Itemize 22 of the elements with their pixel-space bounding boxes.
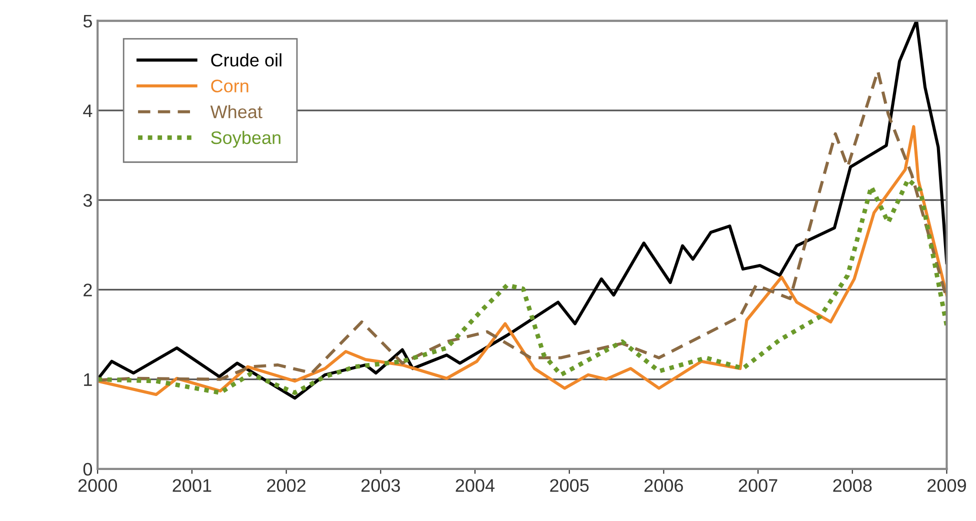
x-tick-label: 2006 [644, 479, 683, 492]
y-tick-label: 4 [83, 104, 92, 117]
line-series [98, 125, 947, 396]
x-tick-label: 2003 [361, 479, 400, 492]
x-tick-label: 2007 [738, 479, 778, 492]
line-series [98, 177, 947, 395]
x-tick-label: 2001 [172, 479, 212, 492]
legend-label: Wheat [210, 104, 262, 118]
x-tick-label: 2000 [78, 479, 117, 492]
x-tick-label: 2004 [456, 479, 495, 492]
y-tick-label: 1 [84, 373, 92, 386]
y-tick-label: 3 [83, 194, 92, 207]
legend-label: Corn [211, 80, 248, 92]
y-tick-label: 5 [83, 14, 92, 28]
legend-label: Soybean [211, 130, 280, 148]
y-tick-label: 2 [84, 284, 92, 296]
x-tick-label: 2009 [928, 479, 966, 492]
y-tick-label: 0 [83, 462, 92, 476]
legend-label: Crude oil [211, 53, 282, 67]
x-tick-label: 2008 [833, 479, 872, 492]
x-tick-label: 2005 [550, 479, 589, 492]
x-tick-label: 2002 [267, 479, 306, 492]
